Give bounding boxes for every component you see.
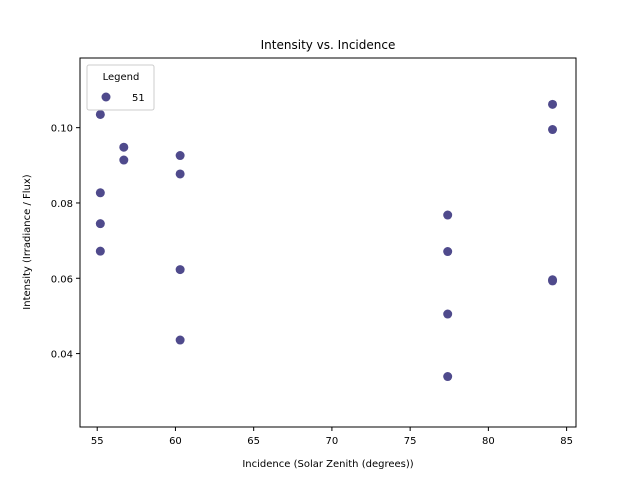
x-tick-label: 85: [560, 436, 573, 447]
x-tick-label: 75: [404, 436, 417, 447]
data-point: [443, 372, 453, 382]
y-tick-label: 0.06: [51, 274, 73, 285]
legend: Legend 51: [86, 64, 155, 111]
x-tick-label: 65: [247, 436, 260, 447]
x-tick-label: 55: [91, 436, 104, 447]
legend-title: Legend: [103, 72, 140, 83]
data-point: [548, 125, 558, 135]
data-point: [175, 265, 185, 275]
y-axis-label: Intensity (Irradiance / Flux): [22, 174, 33, 309]
plot-area: [80, 58, 576, 427]
data-point: [175, 335, 185, 345]
data-point: [548, 99, 558, 109]
y-tick-label: 0.08: [51, 199, 73, 210]
x-axis-ticks: 55 60 65 70 75 80 85: [91, 427, 573, 447]
data-point: [443, 309, 453, 319]
y-axis-ticks: 0.04 0.06 0.08 0.10: [51, 124, 80, 361]
x-tick-label: 60: [169, 436, 182, 447]
x-axis-label: Incidence (Solar Zenith (degrees)): [242, 459, 413, 470]
data-point: [548, 276, 558, 286]
legend-entry-label: 51: [132, 93, 145, 104]
legend-marker: [101, 92, 111, 102]
data-point: [443, 247, 453, 257]
plot-frame: [79, 57, 577, 428]
data-point: [119, 155, 129, 165]
x-tick-label: 70: [326, 436, 339, 447]
data-point: [95, 188, 105, 198]
data-point: [443, 210, 453, 220]
data-point: [95, 219, 105, 229]
data-point: [95, 246, 105, 256]
data-points: [95, 99, 558, 382]
data-point: [175, 169, 185, 179]
y-tick-label: 0.04: [51, 350, 73, 361]
data-point: [119, 142, 129, 152]
chart-title: Intensity vs. Incidence: [261, 38, 396, 52]
y-tick-label: 0.10: [51, 124, 73, 135]
data-point: [95, 109, 105, 119]
data-point: [175, 151, 185, 161]
x-tick-label: 80: [482, 436, 495, 447]
